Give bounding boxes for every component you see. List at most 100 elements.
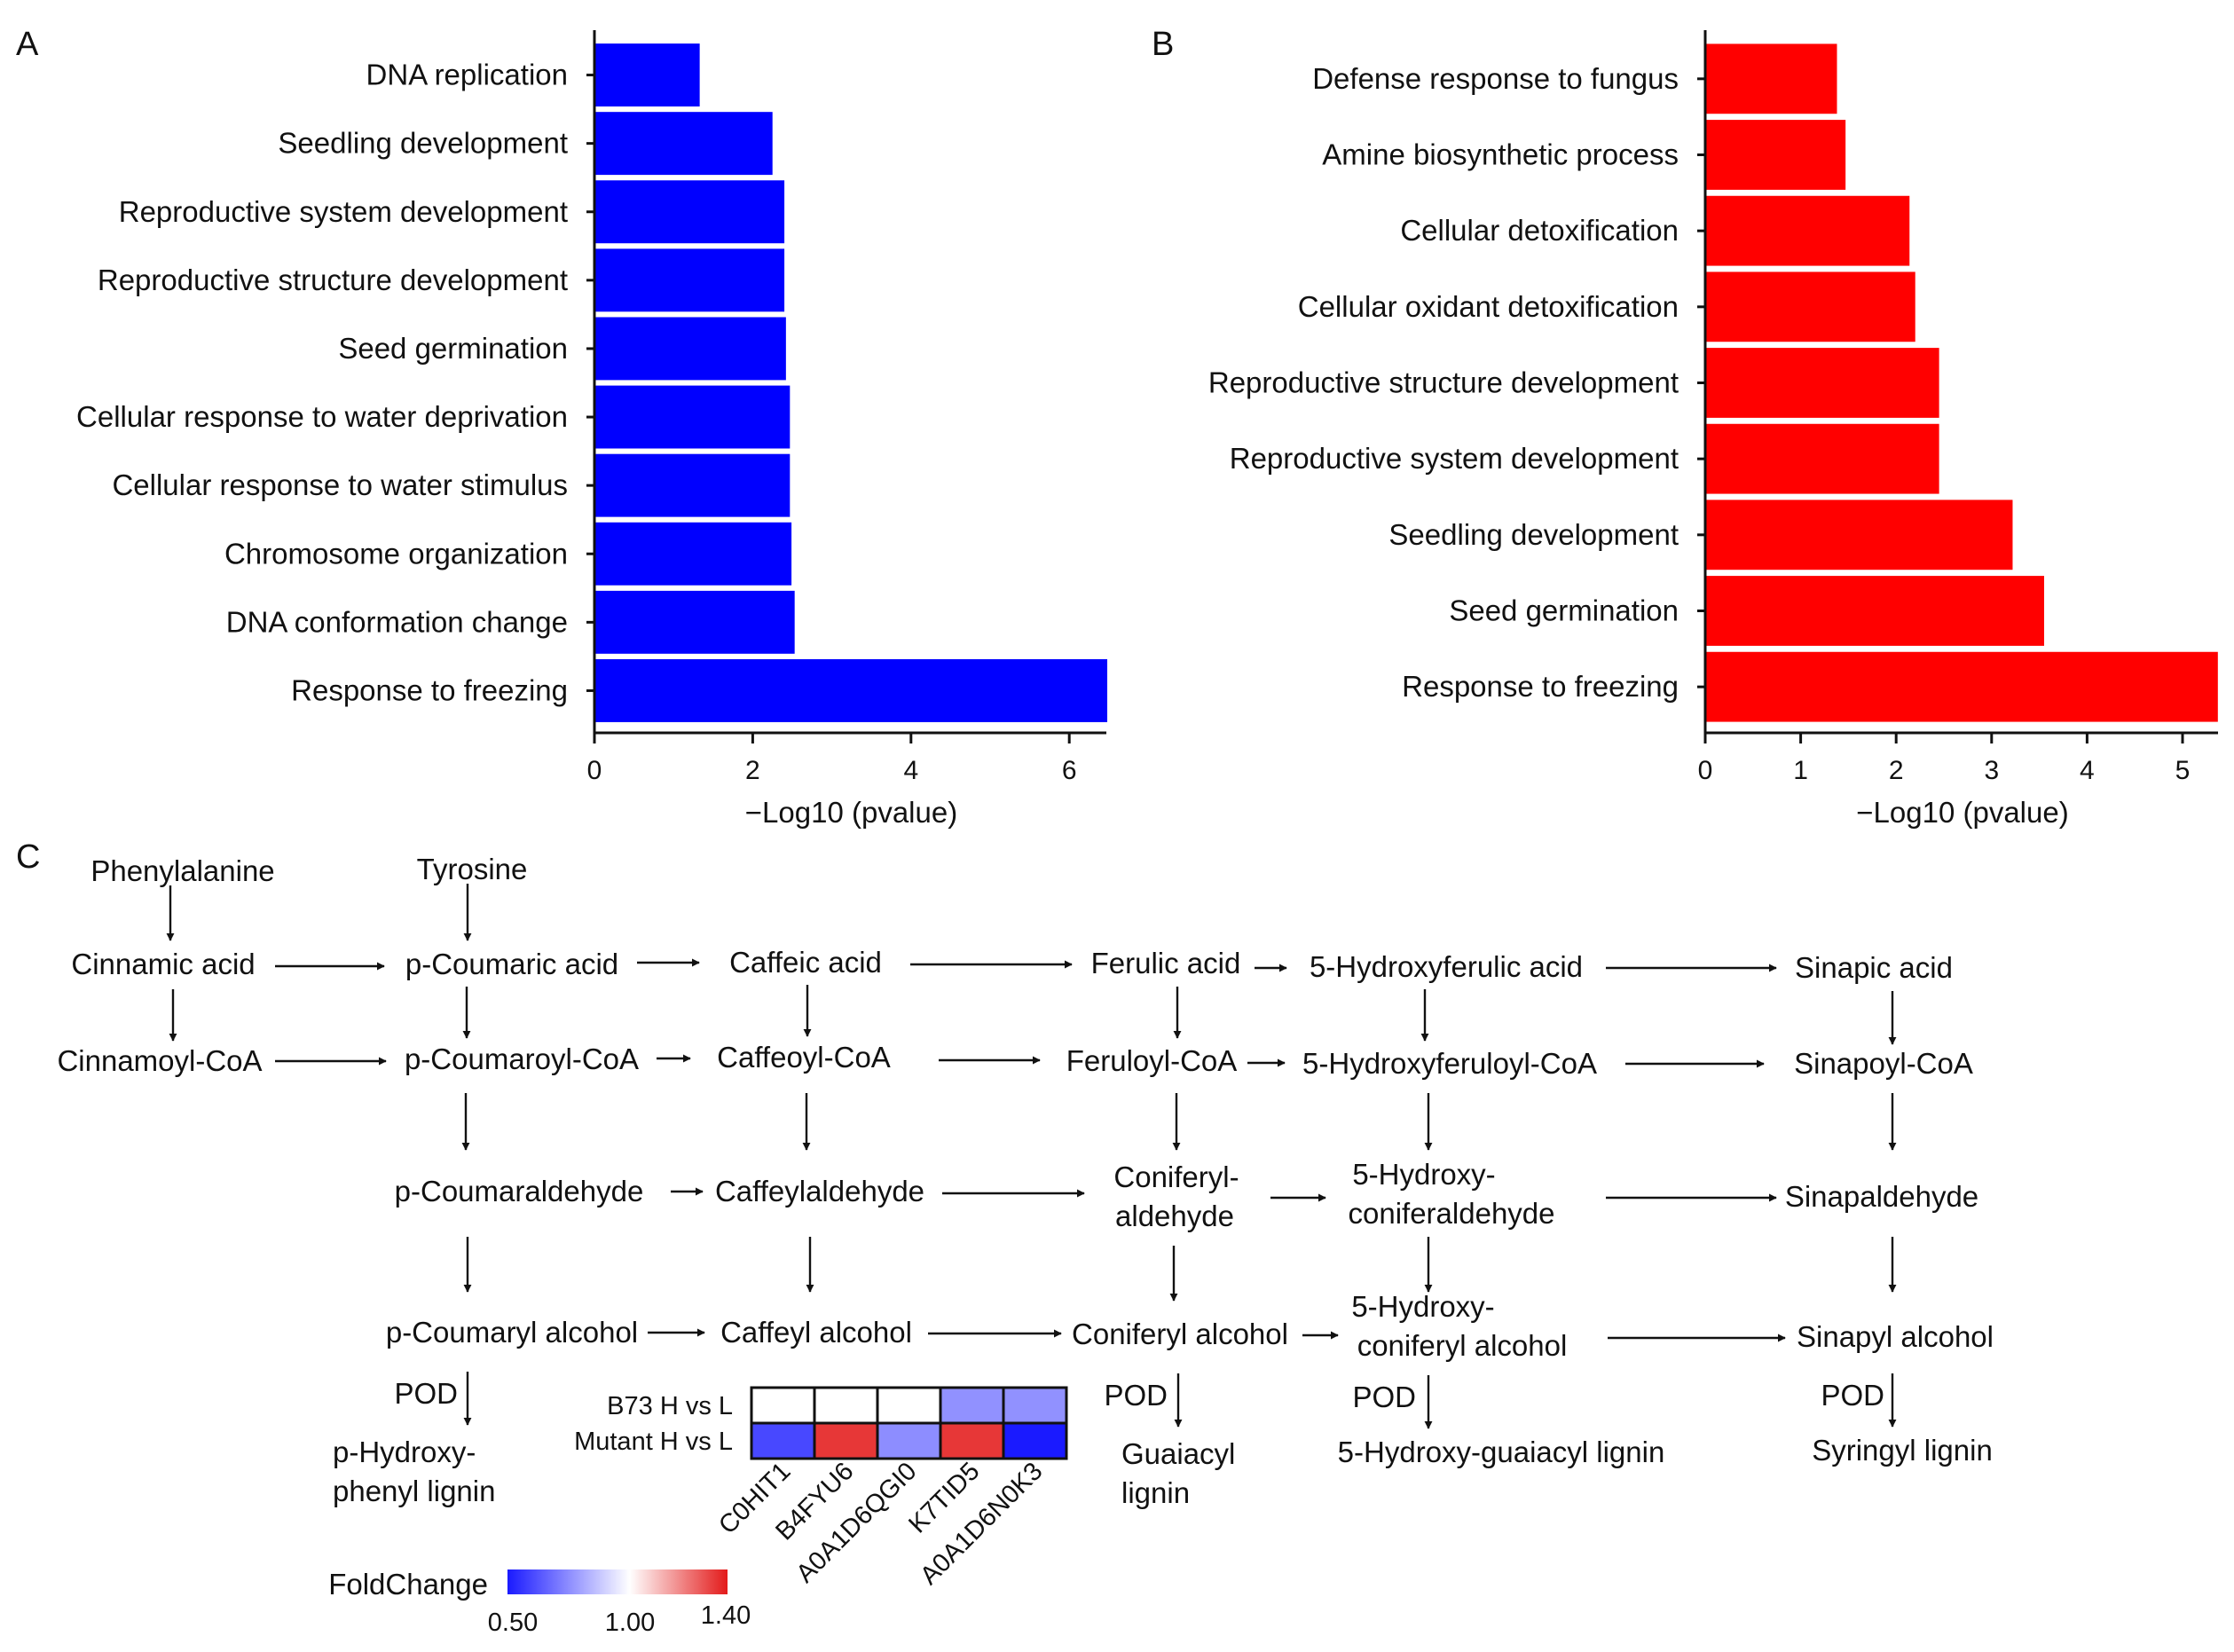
node-sinapoyl-coa: Sinapoyl-CoA [1794,1047,1973,1080]
xtick-label-6: 6 [1062,756,1077,785]
heatmap-cell-mutant-h-vs-l-a0a1d6qgi0 [876,1421,942,1460]
category-label-reproductive-structure-development: Reproductive structure development [1208,366,1679,399]
xtick-label-2: 2 [745,756,760,785]
heatmap-cell-b73-h-vs-l-k7tid5 [939,1386,1005,1425]
x-axis-title: −Log10 (pvalue) [745,796,957,829]
category-label-seed-germination: Seed germination [338,332,568,365]
bar-defense-response-to-fungus [1705,43,1837,114]
node-phenylalanine: Phenylalanine [90,854,274,887]
node-sinapic-acid: Sinapic acid [1795,951,1953,984]
legend-tick-mid: 1.00 [605,1609,655,1637]
category-label-amine-biosynthetic-process: Amine biosynthetic process [1322,138,1679,171]
node-ferulic-acid: Ferulic acid [1091,947,1241,979]
node-caffeic-acid: Caffeic acid [729,946,882,979]
node-p-coumaric-acid: p-Coumaric acid [405,948,618,980]
category-label-cellular-detoxification: Cellular detoxification [1400,214,1679,247]
xtick-label-5: 5 [2175,756,2191,785]
lignin-guaiacyl-line1: Guaiacyl [1121,1437,1235,1470]
bar-cellular-detoxification [1705,195,1910,266]
category-label-cellular-response-to-water-deprivation: Cellular response to water deprivation [76,400,568,433]
lignin-p-hydroxyphenyl-line1: p-Hydroxy- [333,1436,476,1468]
pod-label-5h: POD [1352,1381,1416,1413]
pod-label-h: POD [394,1377,458,1410]
node-caffeyl-alcohol: Caffeyl alcohol [720,1316,912,1349]
bar-response-to-freezing [1705,651,2218,722]
category-label-response-to-freezing: Response to freezing [1402,670,1679,703]
category-label-seed-germination: Seed germination [1449,594,1679,627]
panel-label-b: B [1152,26,1174,63]
xtick-label-2: 2 [1889,756,1904,785]
node-tyrosine: Tyrosine [417,853,528,885]
lignin-5-hydroxy-guaiacyl: 5-Hydroxy-guaiacyl lignin [1338,1436,1665,1468]
xtick-label-4: 4 [903,756,918,785]
node-cinnamic-acid: Cinnamic acid [71,948,255,980]
bar-reproductive-structure-development [594,248,785,312]
node-caffeylaldehyde: Caffeylaldehyde [715,1175,924,1208]
node-caffeoyl-coa: Caffeoyl-CoA [717,1041,891,1074]
pod-label-g: POD [1104,1379,1168,1412]
bar-cellular-oxidant-detoxification [1705,271,1915,342]
panel-label-c: C [16,838,40,876]
category-label-seedling-development: Seedling development [1388,518,1679,551]
category-label-reproductive-structure-development: Reproductive structure development [98,264,568,296]
node-p-coumaryl-alcohol: p-Coumaryl alcohol [386,1316,638,1349]
bar-chromosome-organization [594,522,792,586]
bar-dna-replication [594,43,700,107]
legend-tick-low: 0.50 [488,1609,538,1637]
lignin-pathway-diagram: Phenylalanine Tyrosine Cinnamic acid p-C… [57,853,1994,1509]
bar-cellular-response-to-water-deprivation [594,385,791,449]
node-p-coumaroyl-coa: p-Coumaroyl-CoA [405,1042,639,1075]
node-coniferyl-aldehyde-line1: Coniferyl- [1113,1160,1239,1193]
node-coniferyl-alcohol: Coniferyl alcohol [1072,1318,1288,1350]
node-5-hydroxyconiferyl-alcohol-line1: 5-Hydroxy- [1351,1290,1494,1323]
chart-b-go-enrichment: Defense response to fungus Amine biosynth… [1208,30,2218,829]
legend-color-bar [507,1569,728,1594]
bar-cellular-response-to-water-stimulus [594,453,791,517]
category-label-defense-response-to-fungus: Defense response to fungus [1312,62,1679,95]
heatmap-cell-b73-h-vs-l-a0a1d6n0k3 [1002,1386,1068,1425]
bar-reproductive-structure-development [1705,348,1939,418]
heatmap-row-label-b73-h-vs-l: B73 H vs L [607,1392,733,1420]
heatmap-cell-b73-h-vs-l-b4fyu6 [813,1386,879,1425]
node-5-hydroxyferuloyl-coa: 5-Hydroxyferuloyl-CoA [1302,1047,1597,1080]
pod-label-s: POD [1821,1379,1884,1412]
bar-amine-biosynthetic-process [1705,120,1846,190]
xtick-label-4: 4 [2080,756,2095,785]
node-5-hydroxyferulic-acid: 5-Hydroxyferulic acid [1310,950,1583,983]
bar-dna-conformation-change [594,590,795,654]
node-feruloyl-coa: Feruloyl-CoA [1066,1044,1238,1077]
bar-seed-germination [1705,576,2044,646]
category-label-dna-replication: DNA replication [366,59,568,91]
bar-seed-germination [594,317,786,381]
bar-reproductive-system-development [594,180,785,244]
node-sinapyl-alcohol: Sinapyl alcohol [1797,1320,1994,1353]
legend-tick-high: 1.40 [701,1601,751,1630]
heatmap-cell-b73-h-vs-l-a0a1d6qgi0 [876,1386,942,1425]
lignin-guaiacyl-line2: lignin [1121,1476,1190,1509]
heatmap-cell-mutant-h-vs-l-a0a1d6n0k3 [1002,1421,1068,1460]
node-cinnamoyl-coa: Cinnamoyl-CoA [57,1044,262,1077]
heatmap-cell-mutant-h-vs-l-k7tid5 [939,1421,1005,1460]
category-label-dna-conformation-change: DNA conformation change [226,605,568,638]
category-label-chromosome-organization: Chromosome organization [224,537,568,570]
legend-title: FoldChange [328,1568,488,1601]
node-5-hydroxyconiferaldehyde-line1: 5-Hydroxy- [1352,1158,1495,1191]
lignin-syringyl: Syringyl lignin [1812,1434,1993,1467]
heatmap-cell-b73-h-vs-l-c0hit1 [750,1386,816,1425]
chart-a-go-enrichment: DNA replication Seedling development Repro… [76,30,1108,829]
panel-label-a: A [16,26,39,63]
bar-response-to-freezing [594,658,1108,722]
node-5-hydroxyconiferaldehyde-line2: coniferaldehyde [1349,1197,1555,1230]
heatmap-cell-mutant-h-vs-l-b4fyu6 [813,1421,879,1460]
x-axis-title: −Log10 (pvalue) [1856,796,2068,829]
category-label-cellular-response-to-water-stimulus: Cellular response to water stimulus [112,468,568,501]
category-label-reproductive-system-development: Reproductive system development [119,195,568,228]
heatmap-cell-mutant-h-vs-l-c0hit1 [750,1421,816,1460]
node-p-coumaraldehyde: p-Coumaraldehyde [395,1175,644,1208]
xtick-label-0: 0 [587,756,602,785]
foldchange-legend: FoldChange 0.50 1.00 1.40 [328,1568,751,1637]
category-label-cellular-oxidant-detoxification: Cellular oxidant detoxification [1298,290,1679,323]
heatmap-row-label-mutant-h-vs-l: Mutant H vs L [574,1428,733,1456]
